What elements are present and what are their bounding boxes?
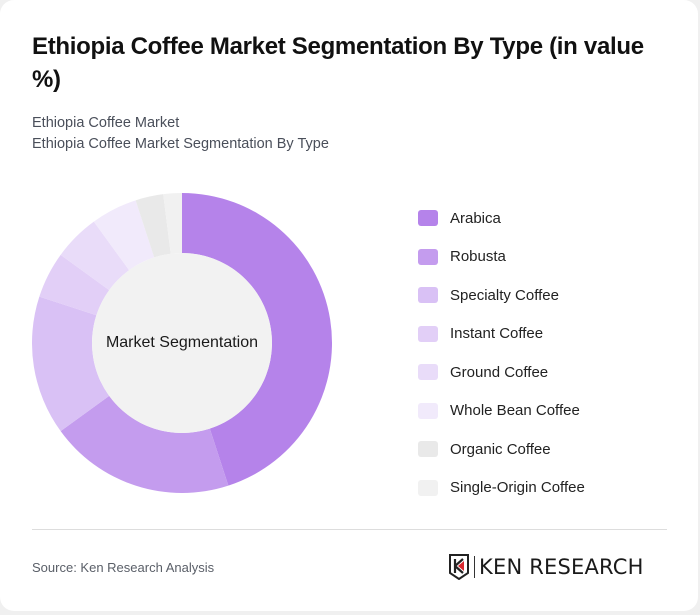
chart-legend: Arabica Robusta Specialty Coffee Instant Co…: [418, 199, 585, 507]
legend-item[interactable]: Instant Coffee: [418, 315, 585, 354]
logo-separator: [474, 556, 475, 578]
legend-item[interactable]: Arabica: [418, 199, 585, 238]
footer-divider: [32, 529, 667, 530]
legend-swatch: [418, 287, 438, 304]
donut-slice-robusta[interactable]: [60, 395, 229, 493]
legend-label: Specialty Coffee: [450, 286, 559, 304]
donut-slice-whole-bean-coffee[interactable]: [93, 200, 155, 271]
donut-slice-specialty-coffee[interactable]: [32, 296, 110, 432]
legend-item[interactable]: Whole Bean Coffee: [418, 392, 585, 431]
legend-item[interactable]: Organic Coffee: [418, 430, 585, 469]
legend-label: Whole Bean Coffee: [450, 402, 580, 420]
ken-research-logo: KEN RESEARCH: [448, 553, 644, 581]
legend-item[interactable]: Single-Origin Coffee: [418, 469, 585, 508]
legend-label: Robusta: [450, 248, 506, 266]
legend-swatch: [418, 441, 438, 458]
legend-item[interactable]: Ground Coffee: [418, 353, 585, 392]
legend-swatch: [418, 325, 438, 342]
legend-label: Instant Coffee: [450, 325, 544, 343]
source-text: Source: Ken Research Analysis: [32, 560, 215, 575]
legend-label: Ground Coffee: [450, 363, 549, 381]
subtitle-line-2: Ethiopia Coffee Market Segmentation By T…: [32, 136, 329, 152]
donut-chart: Market Segmentation: [32, 193, 332, 493]
logo-text: KEN RESEARCH: [479, 555, 644, 579]
donut-center-label: Market Segmentation: [105, 334, 259, 351]
legend-swatch: [418, 402, 438, 419]
legend-item[interactable]: Specialty Coffee: [418, 276, 585, 315]
legend-swatch: [418, 479, 438, 496]
donut-slice-organic-coffee[interactable]: [135, 194, 171, 258]
subtitle-line-1: Ethiopia Coffee Market: [32, 115, 180, 131]
ken-research-logo-icon: [449, 554, 469, 580]
donut-svg: [32, 193, 332, 493]
legend-swatch: [418, 248, 438, 265]
chart-title: Ethiopia Coffee Market Segmentation By T…: [32, 33, 644, 93]
donut-slice-instant-coffee[interactable]: [39, 254, 110, 316]
legend-item[interactable]: Robusta: [418, 238, 585, 277]
legend-label: Organic Coffee: [450, 440, 551, 458]
legend-swatch: [418, 210, 438, 227]
legend-label: Arabica: [450, 209, 501, 227]
chart-subtitle: Ethiopia Coffee Market Ethiopia Coffee M…: [32, 113, 329, 155]
legend-label: Single-Origin Coffee: [450, 479, 585, 497]
legend-swatch: [418, 364, 438, 381]
donut-slice-arabica[interactable]: [182, 193, 332, 486]
donut-slice-single-origin-coffee[interactable]: [163, 193, 182, 254]
donut-slice-ground-coffee[interactable]: [60, 221, 130, 291]
donut-hole: [92, 253, 272, 433]
